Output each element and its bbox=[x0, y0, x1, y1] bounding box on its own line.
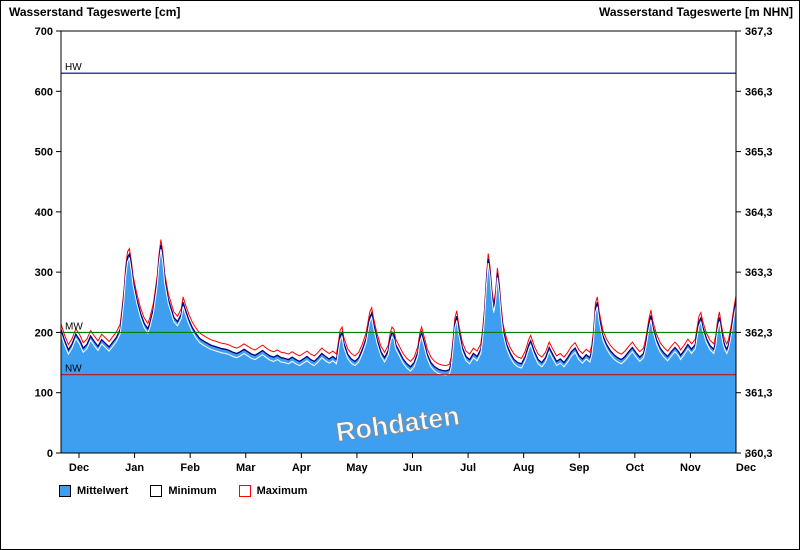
month-tick-label: Jul bbox=[460, 462, 476, 474]
left-axis-title: Wasserstand Tageswerte [cm] bbox=[9, 5, 181, 19]
left-tick-label: 0 bbox=[47, 448, 53, 460]
month-tick-label: Sep bbox=[569, 462, 589, 474]
left-tick-label: 300 bbox=[35, 267, 53, 279]
mittelwert-area bbox=[61, 245, 736, 453]
legend: Mittelwert Minimum Maximum bbox=[59, 485, 329, 497]
right-tick-label: 364,3 bbox=[745, 207, 773, 219]
month-tick-label: Feb bbox=[180, 462, 200, 474]
plot-border bbox=[60, 30, 737, 454]
legend-label: Maximum bbox=[256, 485, 308, 497]
right-axis-title: Wasserstand Tageswerte [m NHN] bbox=[598, 5, 793, 19]
month-tick-label: Dec bbox=[736, 462, 756, 474]
month-tick-label: Aug bbox=[513, 462, 534, 474]
month-tick-label: Nov bbox=[680, 462, 702, 474]
right-tick-label: 363,3 bbox=[745, 267, 773, 279]
month-tick-label: Apr bbox=[292, 462, 312, 474]
right-tick-label: 366,3 bbox=[745, 86, 773, 98]
legend-swatch-maximum bbox=[238, 485, 251, 497]
month-tick-label: Jun bbox=[403, 462, 423, 474]
month-tick-label: May bbox=[346, 462, 368, 474]
ref-label-nw: NW bbox=[65, 364, 82, 375]
month-tick-label: Oct bbox=[626, 462, 645, 474]
ref-label-mw: MW bbox=[65, 321, 83, 332]
legend-item-maximum: Maximum bbox=[238, 485, 308, 497]
left-tick-label: 700 bbox=[35, 26, 53, 38]
left-tick-label: 500 bbox=[35, 147, 53, 159]
legend-swatch-mittelwert bbox=[59, 485, 71, 497]
mittelwert-line bbox=[60, 244, 737, 372]
right-axis: 360,3 361,3 362,3 363,3 364,3 365,3 366,3 367,3 bbox=[736, 26, 773, 460]
right-tick-label: 360,3 bbox=[745, 448, 773, 460]
legend-label: Minimum bbox=[168, 485, 217, 497]
ref-label-hw: HW bbox=[65, 62, 82, 73]
legend-item-minimum: Minimum bbox=[150, 485, 217, 497]
left-tick-label: 100 bbox=[35, 388, 53, 400]
right-tick-label: 365,3 bbox=[745, 147, 773, 159]
month-tick-label: Mar bbox=[236, 462, 256, 474]
legend-item-mittelwert: Mittelwert bbox=[59, 485, 128, 497]
reference-lines: HW MW NW bbox=[61, 62, 736, 376]
left-tick-label: 200 bbox=[35, 327, 53, 339]
minimum-line bbox=[60, 249, 737, 376]
series-group bbox=[60, 239, 737, 453]
left-axis: 0 100 200 300 400 500 600 700 bbox=[35, 26, 61, 460]
month-tick-label: Dec bbox=[69, 462, 89, 474]
right-tick-label: 362,3 bbox=[745, 327, 773, 339]
bottom-axis: Dec Jan Feb Mar Apr May Jun Jul Aug Sep Oct Nov Dec bbox=[69, 453, 756, 474]
right-tick-label: 367,3 bbox=[745, 26, 773, 38]
maximum-line bbox=[60, 239, 737, 367]
month-tick-label: Jan bbox=[125, 462, 144, 474]
left-tick-label: 400 bbox=[35, 207, 53, 219]
legend-swatch-minimum bbox=[150, 485, 163, 497]
right-tick-label: 361,3 bbox=[745, 388, 773, 400]
legend-label: Mittelwert bbox=[77, 485, 129, 497]
left-tick-label: 600 bbox=[35, 86, 53, 98]
